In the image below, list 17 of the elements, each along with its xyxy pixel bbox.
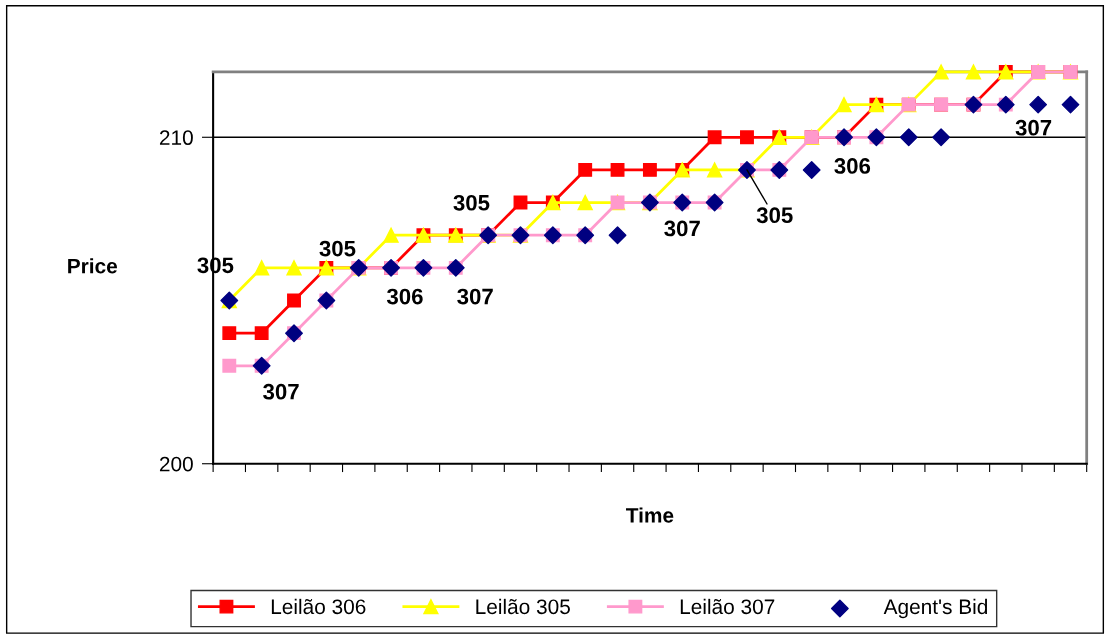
legend-label: Agent's Bid bbox=[883, 598, 988, 619]
y-tick-label: 210 bbox=[159, 130, 193, 146]
annotation: 305 bbox=[756, 207, 793, 224]
legend-label: Leilão 307 bbox=[680, 598, 775, 615]
y-axis-title: Price bbox=[68, 258, 118, 274]
x-axis-title: Time bbox=[626, 507, 674, 523]
annotation: 307 bbox=[457, 288, 493, 305]
legend-label: Leilão 305 bbox=[476, 598, 570, 615]
legend-label: Leilão 306 bbox=[271, 598, 366, 615]
annotation: 307 bbox=[1015, 119, 1052, 136]
annotation: 306 bbox=[386, 288, 423, 305]
annotation: 307 bbox=[263, 383, 299, 400]
annotation: 306 bbox=[834, 158, 871, 174]
annotation: 305 bbox=[453, 194, 490, 211]
annotation: 305 bbox=[319, 240, 356, 257]
y-tick-label: 200 bbox=[159, 456, 193, 472]
annotation: 307 bbox=[664, 220, 700, 237]
